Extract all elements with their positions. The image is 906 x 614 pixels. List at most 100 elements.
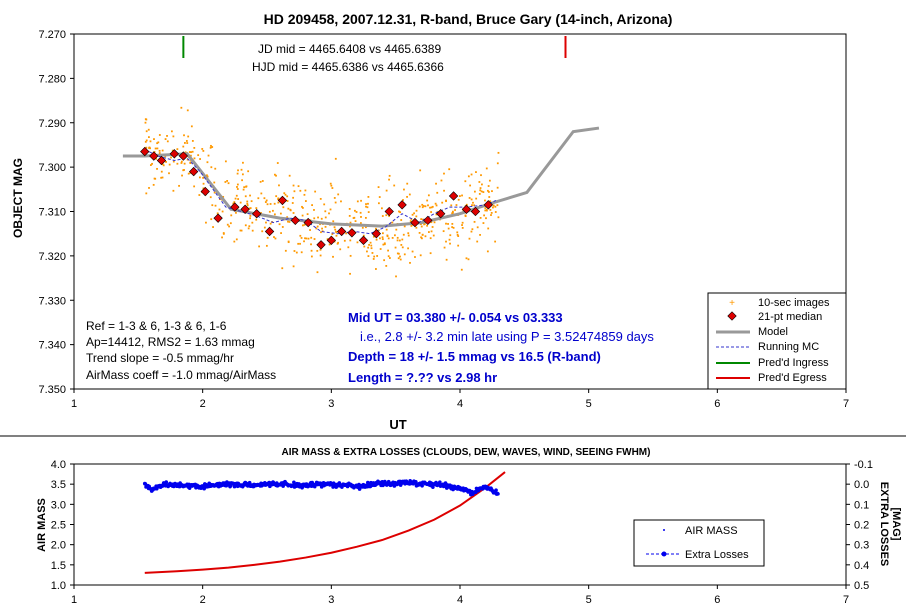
image-point: [193, 147, 196, 149]
image-point: [397, 257, 400, 260]
image-point: [319, 197, 322, 200]
image-point: [186, 109, 189, 112]
image-point: [266, 203, 269, 206]
image-point: [435, 182, 437, 185]
legend-label-running: Running MC: [758, 341, 819, 353]
bottom-y-tick-label: 1.5: [51, 560, 66, 572]
image-point: [156, 167, 158, 170]
median-point: [326, 235, 337, 246]
image-point: [491, 190, 493, 193]
image-point: [246, 200, 249, 203]
image-point: [349, 272, 351, 275]
image-point: [367, 202, 369, 205]
median-point: [188, 166, 199, 177]
image-point: [443, 246, 446, 249]
image-point: [401, 246, 404, 249]
image-point: [410, 225, 413, 227]
image-point: [300, 251, 303, 254]
image-point: [349, 254, 352, 257]
image-point: [328, 212, 330, 215]
image-point: [332, 220, 335, 223]
image-point: [245, 185, 247, 188]
image-point: [211, 204, 214, 207]
legend-median-marker: [727, 311, 737, 321]
image-point: [154, 147, 157, 150]
image-point: [247, 170, 250, 173]
model-line: [122, 126, 600, 228]
image-point: [156, 147, 159, 150]
length-annotation: Length = ?.?? vs 2.98 hr: [348, 370, 497, 385]
image-point: [301, 205, 303, 208]
image-point: [306, 213, 309, 216]
median-point: [169, 149, 180, 159]
image-point: [419, 254, 422, 257]
image-point: [324, 216, 327, 219]
image-point: [213, 191, 216, 194]
image-point: [447, 227, 450, 230]
image-point: [171, 149, 174, 152]
image-point: [349, 225, 351, 228]
median-point: [436, 209, 446, 219]
image-point: [443, 189, 445, 192]
image-point: [464, 215, 467, 218]
image-point: [158, 134, 161, 136]
legend-label-egress: Pred'd Egress: [758, 372, 827, 384]
image-point: [313, 209, 315, 211]
image-point: [226, 223, 229, 226]
image-point: [216, 212, 219, 215]
image-point: [361, 226, 364, 229]
image-point: [472, 201, 474, 204]
image-point: [473, 190, 476, 193]
median-point: [397, 200, 407, 210]
image-point: [258, 245, 261, 248]
image-point: [247, 227, 250, 230]
image-point: [191, 140, 194, 142]
image-point: [387, 255, 390, 258]
image-point: [381, 236, 384, 239]
bottom-y2-tick-label: 0.1: [854, 499, 869, 511]
x-tick-label: 7: [843, 398, 849, 410]
image-point: [170, 130, 173, 133]
image-point: [272, 209, 274, 212]
image-point: [334, 157, 337, 160]
image-point: [242, 161, 244, 164]
image-point: [335, 234, 338, 237]
image-point: [242, 188, 245, 191]
image-point: [374, 227, 377, 230]
image-point: [457, 235, 460, 237]
image-point: [441, 201, 444, 204]
image-point: [478, 181, 481, 183]
image-point: [359, 211, 362, 214]
legend-label-median: 21-pt median: [758, 311, 822, 323]
image-point: [235, 211, 237, 214]
image-point: [484, 199, 486, 202]
image-point: [237, 198, 240, 200]
image-point: [367, 246, 370, 249]
image-point: [488, 196, 491, 198]
image-point: [382, 243, 385, 246]
median-point: [371, 229, 382, 239]
image-point: [278, 184, 280, 187]
image-point: [362, 234, 365, 237]
image-point: [293, 190, 296, 193]
bottom-y2-axis-label: EXTRA LOSSES [MAG]: [878, 482, 902, 567]
image-point: [180, 162, 183, 164]
image-point: [145, 192, 148, 195]
x-tick-label: 4: [457, 398, 463, 410]
image-point: [445, 200, 447, 203]
image-point: [467, 175, 470, 178]
bottom-x-tick-label: 4: [457, 594, 463, 606]
image-point: [324, 210, 327, 213]
image-point: [494, 205, 497, 208]
image-point: [369, 241, 372, 244]
image-point: [277, 198, 279, 201]
image-point: [191, 150, 194, 153]
image-point: [391, 237, 394, 239]
image-point: [269, 203, 272, 205]
image-point: [396, 236, 399, 239]
image-point: [202, 150, 205, 152]
image-point: [435, 204, 438, 207]
image-point: [421, 206, 424, 209]
image-point: [473, 204, 476, 207]
